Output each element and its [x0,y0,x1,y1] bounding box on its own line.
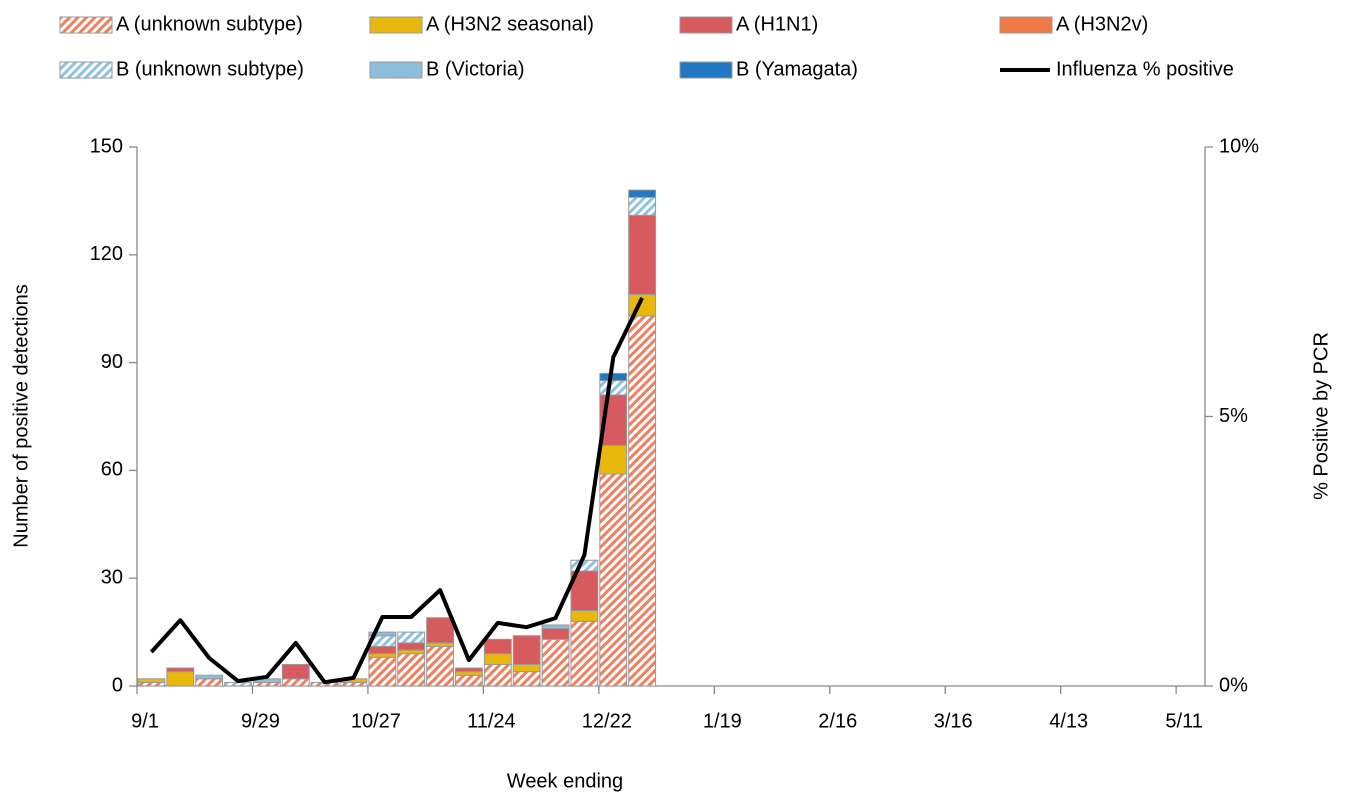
bar-segment [426,645,455,687]
line [149,297,644,685]
legend-swatch [59,61,113,79]
y2-tick-label: 0% [1219,674,1248,696]
bar-segment [368,653,397,658]
bar-segment [397,642,426,651]
x-tick-label: 9/1 [131,710,159,732]
bar-segment [137,681,166,687]
bar-segment [541,638,570,687]
x-tick-label: 1/19 [703,710,742,732]
y-tick-label: 30 [101,566,123,588]
legend-label: A (H3N2 seasonal) [426,13,594,35]
bar-segment [570,620,599,687]
x-tick-label: 9/29 [241,710,280,732]
bar-segment [628,214,657,295]
bar-segment [628,189,657,198]
bar-segment [397,649,426,655]
x-tick-label: 3/16 [934,710,973,732]
legend-label: A (H3N2v) [1056,13,1148,35]
x-tick-label: 10/27 [351,710,401,732]
legend-label: B (unknown subtype) [116,58,304,80]
x-tick-label: 12/22 [582,710,632,732]
bar-segment [599,372,628,382]
bar-segment [483,638,512,655]
bar-segment [599,444,628,475]
y2-tick-label: 5% [1219,405,1248,427]
bar-segment [512,671,541,687]
legend-swatch [679,61,733,79]
y-axis-title: Number of positive detections [10,284,32,547]
y-tick-label: 90 [101,351,123,373]
bar-segment [483,653,512,665]
bar-segment [455,667,483,673]
bar-segment [628,315,657,687]
bar-segment [599,473,628,687]
bar-segment [368,656,397,687]
x-tick-label: 5/11 [1165,710,1202,732]
y2-axis-title: % Positive by PCR [1310,332,1332,500]
y-tick-label: 150 [90,135,123,157]
bar-segment [339,681,368,687]
bar-segment [426,617,455,644]
x-tick-label: 4/13 [1049,710,1088,732]
x-tick-label: 11/24 [467,710,516,732]
bar-segment [281,663,310,680]
bar-segment [455,671,483,676]
bar-segment [368,645,397,655]
bar-segment [195,678,224,687]
bar-segment [570,559,599,572]
bar-segment [455,674,483,687]
legend-swatch [369,61,423,79]
x-tick-label: 2/16 [818,710,857,732]
bar-segment [281,678,310,687]
bar-segment [599,380,628,396]
bar-segment [628,196,657,216]
y2-tick-label: 10% [1219,135,1259,157]
bar-segment [570,610,599,622]
bar-segment [512,663,541,673]
legend-swatch [679,16,733,34]
bar-segment [483,663,512,687]
legend-swatch [999,16,1053,34]
legend-label: B (Victoria) [426,58,525,80]
bar-segment [368,631,397,637]
bar-segment [137,678,166,683]
bar-segment [541,628,570,640]
legend-label: B (Yamagata) [736,58,858,80]
bar-segment [426,642,455,647]
bar-segment [252,681,281,687]
bar-segment [166,667,195,673]
legend-label: Influenza % positive [1056,58,1234,80]
bar-segment [512,635,541,665]
x-axis-title: Week ending [507,770,623,792]
bar-segment [397,631,426,644]
bar-segment [166,671,195,687]
bar-segment [541,624,570,630]
bar-segment [397,653,426,687]
y-tick-label: 0 [112,674,123,696]
legend-label: A (H1N1) [736,13,818,35]
y-tick-label: 60 [101,459,123,481]
y-tick-label: 120 [90,243,123,265]
bar-segment [195,674,224,680]
legend-swatch [369,16,423,34]
legend-swatch [59,16,113,34]
legend-label: A (unknown subtype) [116,13,303,35]
